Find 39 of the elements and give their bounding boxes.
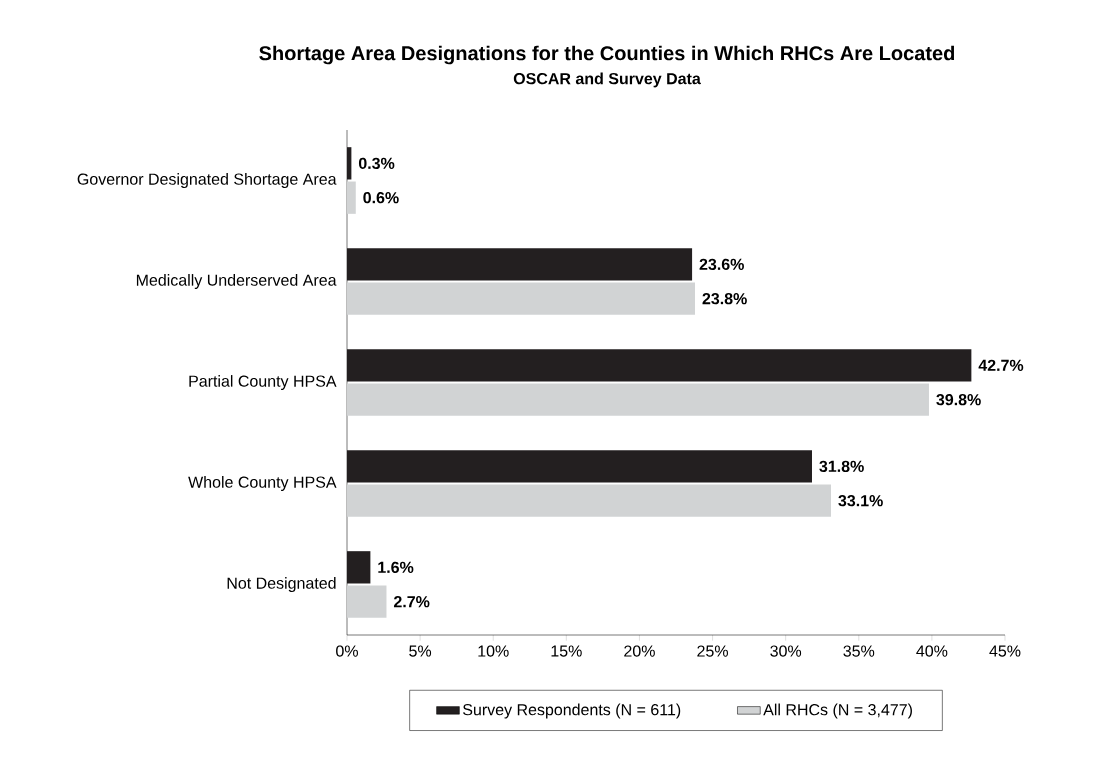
bar [347,585,387,618]
x-tick-label: 30% [770,645,802,657]
y-tick-label: Not Designated [227,577,336,592]
x-tick-label: 40% [916,645,948,657]
data-label: 0.6% [363,192,399,204]
y-tick-label: Medically Underserved Area [136,274,337,289]
data-label: 23.8% [702,293,747,305]
x-tick-label: 35% [843,645,875,657]
bar [347,248,693,281]
data-label: 39.8% [936,394,981,406]
data-label: 31.8% [819,460,864,473]
x-tick-label: 0% [336,645,358,657]
x-tick-label: 25% [697,645,728,657]
x-tick-label: 5% [409,645,432,657]
data-label: 33.1% [838,495,883,507]
data-label: 23.6% [699,258,744,271]
x-tick-label: 20% [624,645,655,657]
data-label: 42.7% [978,359,1024,371]
y-tick-label: Whole County HPSA [188,476,337,491]
bar [347,551,371,584]
x-tick-label: 45% [989,645,1021,657]
bar [347,282,696,315]
x-tick-label: 15% [551,645,582,657]
chart-title: Shortage Area Designations for the Counties in Which RHCs Are Located [259,45,955,65]
legend-label: All RHCs (N = 3,477) [763,703,912,719]
data-label: 1.6% [378,561,414,573]
bar [347,181,356,214]
legend-label: Survey Respondents (N = 611) [463,703,681,719]
y-tick-label: Governor Designated Shortage Area [77,173,337,188]
bar [347,383,929,416]
bar [347,450,812,483]
bar [347,147,352,180]
data-label: 0.3% [358,157,395,170]
bar [347,484,831,517]
bar [347,349,972,382]
chart-subtitle: OSCAR and Survey Data [513,72,701,88]
data-label: 2.7% [393,596,430,608]
y-tick-label: Partial County HPSA [189,375,337,390]
x-tick-label: 10% [478,645,509,657]
